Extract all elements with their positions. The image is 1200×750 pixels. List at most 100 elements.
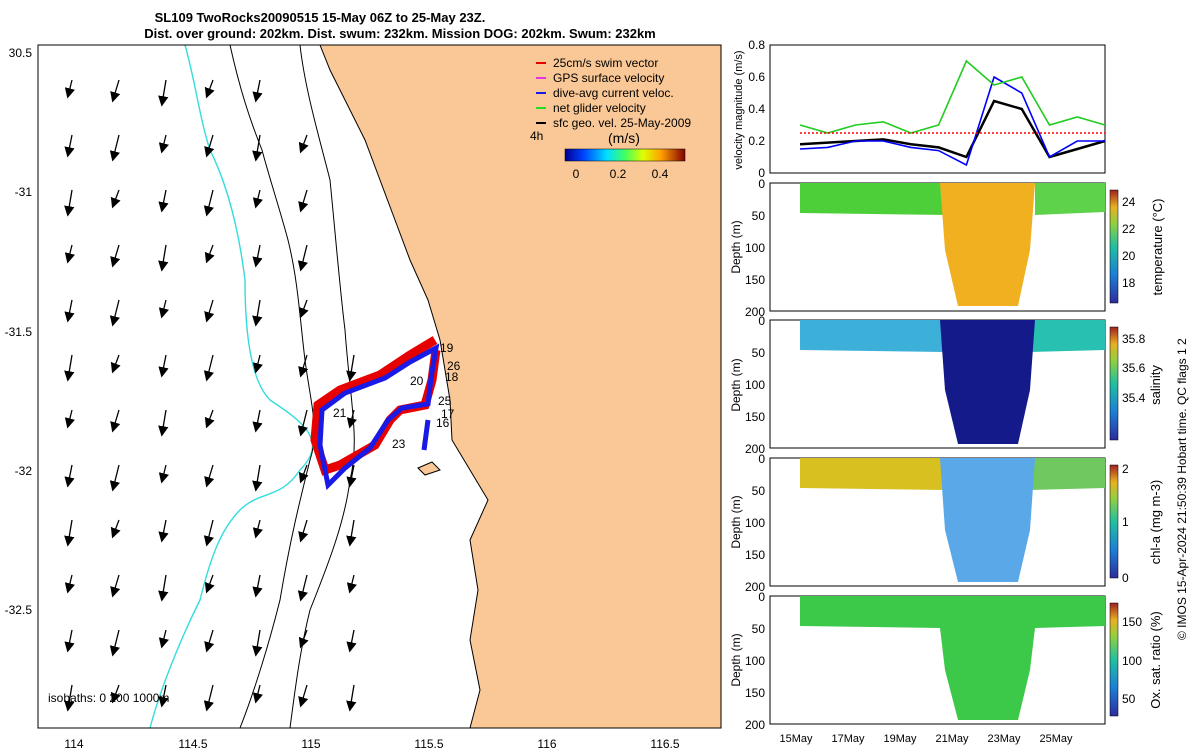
- velocity-arrow: [158, 79, 169, 107]
- svg-text:0: 0: [758, 590, 765, 604]
- day-label: 21: [333, 406, 347, 420]
- velocity-arrow: [64, 574, 75, 594]
- velocity-arrow: [252, 79, 263, 103]
- svg-text:200: 200: [745, 305, 765, 319]
- velocity-arrow: [158, 299, 169, 319]
- svg-text:0: 0: [1122, 571, 1129, 585]
- velocity-arrow: [346, 629, 357, 653]
- velocity-arrow: [64, 299, 75, 323]
- velocity-arrow: [158, 244, 169, 272]
- temperature-field-shelf-right: [1035, 183, 1105, 215]
- y-tick-label: -32: [15, 464, 33, 478]
- velocity-arrow: [297, 409, 308, 437]
- velocity-arrow: [64, 79, 75, 99]
- vector-field: [64, 79, 357, 712]
- svg-text:35.6: 35.6: [1122, 361, 1146, 375]
- velocity-arrow: [158, 519, 169, 543]
- oxygen-panel: 0 50 100 150 200 Depth (m) 150 100 50 Ox…: [729, 590, 1163, 732]
- velocity-arrow: [204, 79, 215, 99]
- velocity-arrow: [252, 519, 263, 539]
- y-tick-label: -32.5: [5, 603, 33, 617]
- velocity-arrow: [64, 629, 75, 653]
- velocity-arrow: [252, 464, 263, 492]
- colorbar-label: (m/s): [608, 130, 640, 146]
- velocity-arrow: [110, 574, 121, 598]
- svg-text:22: 22: [1122, 222, 1136, 236]
- velocity-arrow: [204, 134, 215, 158]
- velocity-series: [799, 59, 1106, 167]
- day-label: 26: [447, 359, 461, 373]
- day-label: 19: [440, 341, 454, 355]
- svg-text:35.4: 35.4: [1122, 391, 1146, 405]
- temperature-colorbar: [1109, 189, 1119, 304]
- x-tick-label: 19May: [883, 733, 917, 745]
- svg-text:50: 50: [752, 484, 766, 498]
- legend-label: 25cm/s swim vector: [553, 56, 658, 70]
- x-tick-label: 116: [537, 737, 556, 750]
- velocity-arrow: [298, 299, 309, 319]
- velocity-arrow: [346, 409, 357, 429]
- velocity-arrow: [158, 134, 169, 154]
- day-label: 23: [392, 437, 406, 451]
- svg-text:0: 0: [758, 452, 765, 466]
- colorbar-label: salinity: [1148, 365, 1163, 405]
- svg-text:24: 24: [1122, 195, 1136, 209]
- velocity-arrow: [346, 464, 357, 488]
- salinity-field-right: [1030, 320, 1105, 352]
- day-labels: 19 26 20 18 21 25 17 16 23: [333, 341, 461, 451]
- map-panel: 19 26 20 18 21 25 17 16 23 114 114.5 115…: [5, 44, 722, 750]
- x-tick-label: 114.5: [178, 737, 207, 750]
- velocity-series-line: [799, 59, 1106, 134]
- velocity-arrow: [110, 244, 121, 268]
- velocity-arrow: [252, 684, 263, 704]
- velocity-arrow: [203, 354, 214, 382]
- velocity-arrow: [252, 409, 263, 433]
- velocity-arrow: [203, 684, 214, 712]
- svg-text:50: 50: [1122, 692, 1136, 706]
- day-label: 25: [438, 394, 452, 408]
- velocity-arrow: [297, 244, 308, 272]
- velocity-arrow: [64, 244, 75, 264]
- velocity-arrow: [158, 629, 169, 649]
- oxygen-field: [800, 596, 1105, 720]
- map-y-ticks: 30.5 -31 -31.5 -32 -32.5: [5, 46, 33, 617]
- y-tick-label: -31: [15, 185, 33, 199]
- velocity-arrow: [346, 574, 357, 594]
- chart-subtitle: Dist. over ground: 202km. Dist. swum: 23…: [144, 26, 656, 41]
- day-label: 20: [410, 374, 424, 388]
- velocity-arrow: [110, 189, 121, 209]
- legend-label: net glider velocity: [553, 101, 646, 115]
- svg-text:1: 1: [1122, 515, 1129, 529]
- svg-text:18: 18: [1122, 276, 1136, 290]
- depth-ticks: 0 50 100 150 200: [745, 452, 765, 594]
- x-tick-label: 15May: [779, 733, 813, 745]
- y-tick-label: -31.5: [5, 325, 33, 339]
- velocity-arrow: [252, 134, 263, 162]
- day-label: 16: [436, 416, 450, 430]
- svg-text:35.8: 35.8: [1122, 332, 1146, 346]
- velocity-arrow: [203, 519, 214, 547]
- y-tick-label: 0.2: [748, 134, 765, 148]
- svg-text:20: 20: [1122, 249, 1136, 263]
- x-tick-label: 25May: [1039, 733, 1073, 745]
- velocity-arrow: [158, 574, 169, 602]
- velocity-arrow: [252, 574, 263, 598]
- x-tick-label: 115.5: [414, 737, 443, 750]
- velocity-series-line: [799, 75, 1105, 167]
- velocity-arrow: [298, 629, 309, 649]
- velocity-arrow: [158, 189, 169, 213]
- y-tick-label: 0.8: [748, 38, 765, 52]
- depth-ticks: 0 50 100 150 200: [745, 314, 765, 456]
- credit-text: © IMOS 15-Apr-2024 21:50:39 Hobart time.…: [1175, 338, 1189, 640]
- legend-label: dive-avg current veloc.: [553, 86, 674, 100]
- day-label: 17: [441, 407, 455, 421]
- colorbar-tick: 0.2: [610, 167, 627, 181]
- velocity-panel: 0.8 0.6 0.4 0.2 0 velocity magnitude (m/…: [733, 38, 1106, 180]
- colorbar-tick: 0.4: [652, 167, 669, 181]
- velocity-arrow: [158, 354, 169, 378]
- velocity-arrow: [64, 464, 75, 488]
- colorbar-label: Ox. sat. ratio (%): [1148, 611, 1163, 709]
- y-tick-label: 30.5: [9, 46, 33, 60]
- velocity-arrow: [109, 629, 120, 657]
